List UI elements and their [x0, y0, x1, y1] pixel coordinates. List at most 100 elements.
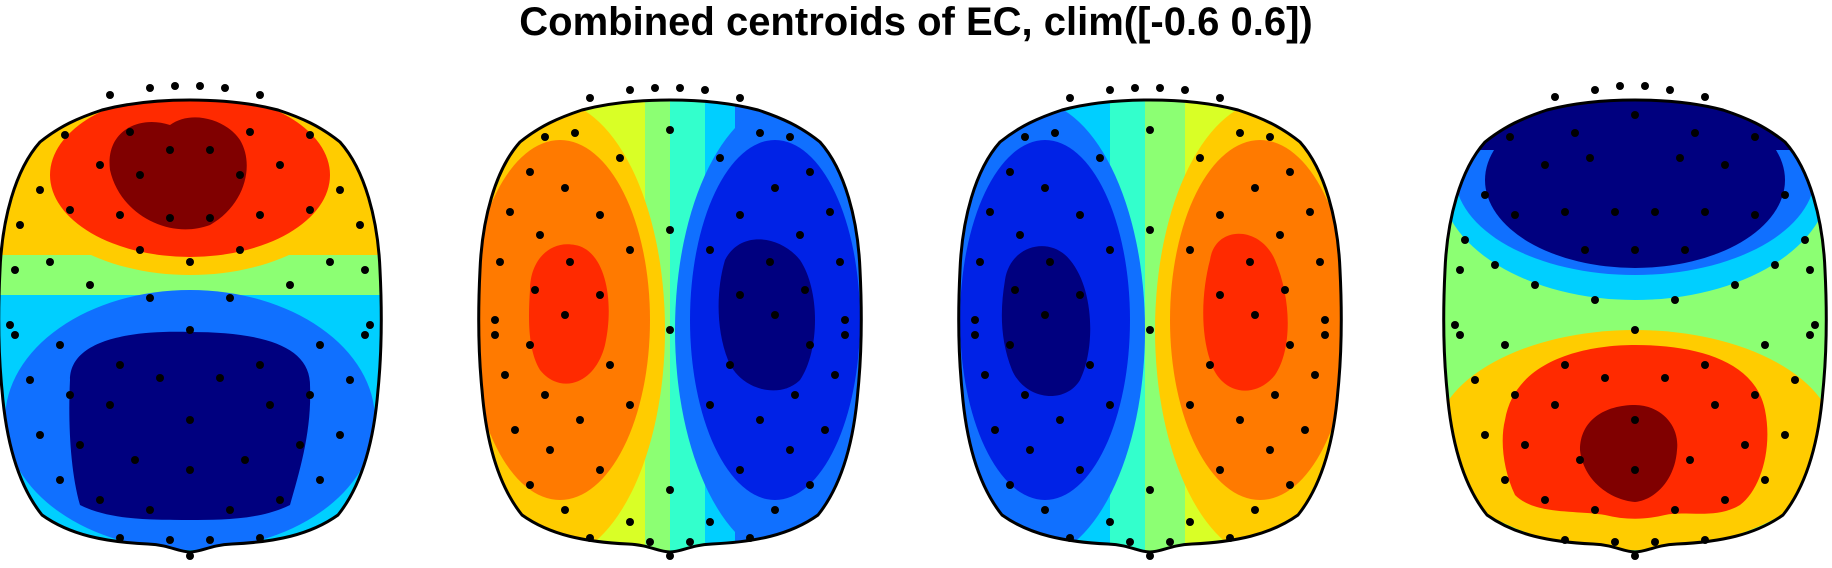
electrode-dot: [841, 316, 849, 324]
electrode-dot: [626, 401, 634, 409]
electrode-dot: [1306, 208, 1314, 216]
electrode-dot: [1311, 371, 1319, 379]
electrodes-2: [491, 84, 849, 560]
electrode-dot: [626, 246, 634, 254]
electrode-dot: [821, 426, 829, 434]
electrode-dot: [786, 133, 794, 141]
electrode-dot: [186, 416, 194, 424]
electrode-dot: [1286, 168, 1294, 176]
electrode-dot: [826, 208, 834, 216]
electrode-dot: [596, 466, 604, 474]
electrode-dot: [491, 316, 499, 324]
electrode-dot: [1186, 401, 1194, 409]
electrode-dot: [1701, 93, 1709, 101]
electrode-dot: [1026, 446, 1034, 454]
electrode-dot: [1481, 191, 1489, 199]
electrode-dot: [296, 441, 304, 449]
electrode-dot: [1701, 208, 1709, 216]
electrode-dot: [1601, 374, 1609, 382]
electrode-dot: [1096, 154, 1104, 162]
electrode-dot: [971, 331, 979, 339]
electrode-dot: [1086, 361, 1094, 369]
electrode-dot: [1781, 431, 1789, 439]
electrode-dot: [246, 128, 254, 136]
electrode-dot: [26, 376, 34, 384]
electrode-dot: [666, 126, 674, 134]
electrode-dot: [491, 331, 499, 339]
electrode-dot: [1076, 211, 1084, 219]
electrode-dot: [646, 538, 654, 546]
electrode-dot: [1701, 361, 1709, 369]
electrode-dot: [1146, 126, 1154, 134]
electrode-dot: [1686, 456, 1694, 464]
topomap-4-contours: [1443, 100, 1827, 552]
electrode-dot: [561, 506, 569, 514]
electrode-dot: [1551, 401, 1559, 409]
electrode-dot: [1631, 326, 1639, 334]
electrode-dot: [1721, 496, 1729, 504]
electrode-dot: [706, 518, 714, 526]
electrode-dot: [256, 361, 264, 369]
electrode-dot: [236, 246, 244, 254]
electrode-dot: [356, 221, 364, 229]
electrode-dot: [306, 131, 314, 139]
electrode-dot: [1671, 296, 1679, 304]
electrode-dot: [136, 246, 144, 254]
electrode-dot: [256, 534, 264, 542]
electrode-dot: [1791, 376, 1799, 384]
electrode-dot: [971, 316, 979, 324]
electrode-dot: [981, 371, 989, 379]
electrode-dot: [701, 86, 709, 94]
electrode-dot: [1131, 84, 1139, 92]
electrode-dot: [116, 534, 124, 542]
topomap-1-contours: [0, 100, 382, 552]
electrode-dot: [1541, 496, 1549, 504]
electrode-dot: [1561, 361, 1569, 369]
electrode-dot: [1456, 266, 1464, 274]
electrode-dot: [676, 84, 684, 92]
electrode-dot: [196, 82, 204, 90]
electrode-dot: [316, 341, 324, 349]
electrodes-1: [6, 82, 374, 560]
electrode-dot: [1591, 296, 1599, 304]
electrode-dot: [66, 206, 74, 214]
electrode-dot: [841, 331, 849, 339]
electrode-dot: [1561, 208, 1569, 216]
electrode-dot: [66, 391, 74, 399]
electrode-dot: [1321, 331, 1329, 339]
electrode-dot: [1196, 154, 1204, 162]
electrode-dot: [1501, 341, 1509, 349]
electrode-dot: [1741, 441, 1749, 449]
electrode-dot: [531, 286, 539, 294]
electrode-dot: [1021, 391, 1029, 399]
electrode-dot: [1671, 506, 1679, 514]
electrode-dot: [166, 146, 174, 154]
electrode-dot: [1206, 361, 1214, 369]
electrode-dot: [1056, 416, 1064, 424]
electrode-dot: [241, 456, 249, 464]
electrode-dot: [526, 481, 534, 489]
electrode-dot: [1046, 258, 1054, 266]
electrode-dot: [1591, 86, 1599, 94]
electrode-dot: [6, 321, 14, 329]
electrode-dot: [186, 326, 194, 334]
electrode-dot: [1186, 246, 1194, 254]
electrode-dot: [806, 481, 814, 489]
electrode-dot: [1041, 506, 1049, 514]
electrode-dot: [1481, 431, 1489, 439]
electrode-dot: [666, 326, 674, 334]
electrode-dot: [1216, 466, 1224, 474]
electrode-dot: [616, 154, 624, 162]
electrode-dot: [771, 311, 779, 319]
electrode-dot: [1521, 441, 1529, 449]
electrode-dot: [1286, 481, 1294, 489]
electrode-dot: [541, 133, 549, 141]
electrode-dot: [736, 211, 744, 219]
electrode-dot: [566, 258, 574, 266]
topomap-2: [477, 84, 863, 560]
electrode-dot: [1126, 538, 1134, 546]
electrode-dot: [1271, 391, 1279, 399]
electrode-dot: [256, 211, 264, 219]
electrode-dot: [306, 206, 314, 214]
